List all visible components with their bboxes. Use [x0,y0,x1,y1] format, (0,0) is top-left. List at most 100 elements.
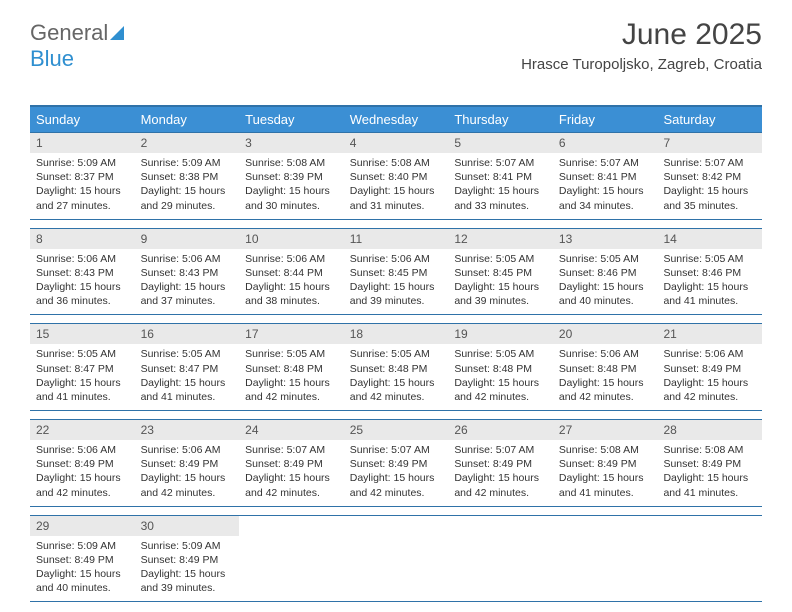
day-cell [344,516,449,602]
week-row: 8 Sunrise: 5:06 AMSunset: 8:43 PMDaylight… [30,228,762,316]
day-info: Sunrise: 5:05 AMSunset: 8:46 PMDaylight:… [559,252,652,309]
day-info: Sunrise: 5:09 AMSunset: 8:38 PMDaylight:… [141,156,234,213]
day-cell: 20 Sunrise: 5:06 AMSunset: 8:48 PMDayligh… [553,324,658,410]
day-info: Sunrise: 5:05 AMSunset: 8:48 PMDaylight:… [454,347,547,404]
day-info: Sunrise: 5:07 AMSunset: 8:42 PMDaylight:… [663,156,756,213]
weekday-saturday: Saturday [657,107,762,132]
day-number: 22 [30,420,135,440]
logo-triangle-icon [110,26,124,40]
day-info: Sunrise: 5:06 AMSunset: 8:48 PMDaylight:… [559,347,652,404]
day-info: Sunrise: 5:05 AMSunset: 8:45 PMDaylight:… [454,252,547,309]
day-number: 23 [135,420,240,440]
day-number: 14 [657,229,762,249]
day-cell: 8 Sunrise: 5:06 AMSunset: 8:43 PMDaylight… [30,229,135,315]
day-info: Sunrise: 5:06 AMSunset: 8:49 PMDaylight:… [663,347,756,404]
day-cell [239,516,344,602]
day-cell: 24 Sunrise: 5:07 AMSunset: 8:49 PMDayligh… [239,420,344,506]
day-cell: 30 Sunrise: 5:09 AMSunset: 8:49 PMDayligh… [135,516,240,602]
day-cell: 27 Sunrise: 5:08 AMSunset: 8:49 PMDayligh… [553,420,658,506]
day-info: Sunrise: 5:05 AMSunset: 8:48 PMDaylight:… [350,347,443,404]
day-number: 13 [553,229,658,249]
day-cell: 25Sunrise: 5:07 AMSunset: 8:49 PMDayligh… [344,420,449,506]
day-info: Sunrise: 5:06 AMSunset: 8:44 PMDaylight:… [245,252,338,309]
day-cell: 22 Sunrise: 5:06 AMSunset: 8:49 PMDayligh… [30,420,135,506]
day-cell: 4Sunrise: 5:08 AMSunset: 8:40 PMDaylight… [344,133,449,219]
day-number: 24 [239,420,344,440]
day-cell [448,516,553,602]
day-number: 3 [239,133,344,153]
day-cell [553,516,658,602]
day-cell: 16 Sunrise: 5:05 AMSunset: 8:47 PMDayligh… [135,324,240,410]
day-info: Sunrise: 5:05 AMSunset: 8:47 PMDaylight:… [141,347,234,404]
day-number: 28 [657,420,762,440]
week-row: 22 Sunrise: 5:06 AMSunset: 8:49 PMDayligh… [30,419,762,507]
week-row: 15Sunrise: 5:05 AMSunset: 8:47 PMDayligh… [30,323,762,411]
day-number: 30 [135,516,240,536]
day-cell: 13 Sunrise: 5:05 AMSunset: 8:46 PMDayligh… [553,229,658,315]
day-cell: 14 Sunrise: 5:05 AMSunset: 8:46 PMDayligh… [657,229,762,315]
day-info: Sunrise: 5:07 AMSunset: 8:41 PMDaylight:… [559,156,652,213]
day-cell: 3Sunrise: 5:08 AMSunset: 8:39 PMDaylight… [239,133,344,219]
day-cell: 11 Sunrise: 5:06 AMSunset: 8:45 PMDayligh… [344,229,449,315]
day-cell: 19 Sunrise: 5:05 AMSunset: 8:48 PMDayligh… [448,324,553,410]
day-info: Sunrise: 5:08 AMSunset: 8:49 PMDaylight:… [559,443,652,500]
day-info: Sunrise: 5:05 AMSunset: 8:46 PMDaylight:… [663,252,756,309]
weekday-tuesday: Tuesday [239,107,344,132]
weekday-header: SundayMondayTuesdayWednesdayThursdayFrid… [30,107,762,132]
day-number: 26 [448,420,553,440]
day-cell: 17 Sunrise: 5:05 AMSunset: 8:48 PMDayligh… [239,324,344,410]
day-info: Sunrise: 5:07 AMSunset: 8:49 PMDaylight:… [350,443,443,500]
weekday-monday: Monday [135,107,240,132]
day-cell: 2 Sunrise: 5:09 AMSunset: 8:38 PMDaylight… [135,133,240,219]
weekday-sunday: Sunday [30,107,135,132]
day-cell: 21 Sunrise: 5:06 AMSunset: 8:49 PMDayligh… [657,324,762,410]
day-cell: 6Sunrise: 5:07 AMSunset: 8:41 PMDaylight… [553,133,658,219]
day-number: 2 [135,133,240,153]
day-number: 12 [448,229,553,249]
day-number: 8 [30,229,135,249]
day-info: Sunrise: 5:06 AMSunset: 8:45 PMDaylight:… [350,252,443,309]
day-cell: 1 Sunrise: 5:09 AMSunset: 8:37 PMDaylight… [30,133,135,219]
weekday-friday: Friday [553,107,658,132]
location: Hrasce Turopoljsko, Zagreb, Croatia [521,56,762,73]
day-number: 5 [448,133,553,153]
day-info: Sunrise: 5:09 AMSunset: 8:37 PMDaylight:… [36,156,129,213]
day-cell: 26 Sunrise: 5:07 AMSunset: 8:49 PMDayligh… [448,420,553,506]
day-cell: 29 Sunrise: 5:09 AMSunset: 8:49 PMDayligh… [30,516,135,602]
day-info: Sunrise: 5:05 AMSunset: 8:47 PMDaylight:… [36,347,129,404]
day-number: 10 [239,229,344,249]
day-number: 16 [135,324,240,344]
day-number: 7 [657,133,762,153]
day-cell [657,516,762,602]
day-info: Sunrise: 5:06 AMSunset: 8:49 PMDaylight:… [36,443,129,500]
day-number: 4 [344,133,449,153]
day-number: 1 [30,133,135,153]
week-row: 1 Sunrise: 5:09 AMSunset: 8:37 PMDaylight… [30,132,762,220]
day-number: 11 [344,229,449,249]
day-cell: 28Sunrise: 5:08 AMSunset: 8:49 PMDayligh… [657,420,762,506]
weekday-wednesday: Wednesday [344,107,449,132]
day-cell: 15Sunrise: 5:05 AMSunset: 8:47 PMDayligh… [30,324,135,410]
day-info: Sunrise: 5:07 AMSunset: 8:49 PMDaylight:… [454,443,547,500]
day-cell: 5Sunrise: 5:07 AMSunset: 8:41 PMDaylight… [448,133,553,219]
day-number: 20 [553,324,658,344]
day-number: 17 [239,324,344,344]
day-number: 19 [448,324,553,344]
day-info: Sunrise: 5:09 AMSunset: 8:49 PMDaylight:… [141,539,234,596]
day-number: 29 [30,516,135,536]
logo-word1: General [30,20,108,45]
day-cell: 10 Sunrise: 5:06 AMSunset: 8:44 PMDayligh… [239,229,344,315]
day-number: 27 [553,420,658,440]
day-cell: 18 Sunrise: 5:05 AMSunset: 8:48 PMDayligh… [344,324,449,410]
day-info: Sunrise: 5:09 AMSunset: 8:49 PMDaylight:… [36,539,129,596]
day-cell: 9Sunrise: 5:06 AMSunset: 8:43 PMDaylight… [135,229,240,315]
day-info: Sunrise: 5:07 AMSunset: 8:49 PMDaylight:… [245,443,338,500]
day-number: 18 [344,324,449,344]
day-cell: 23Sunrise: 5:06 AMSunset: 8:49 PMDayligh… [135,420,240,506]
day-info: Sunrise: 5:05 AMSunset: 8:48 PMDaylight:… [245,347,338,404]
day-number: 9 [135,229,240,249]
day-info: Sunrise: 5:06 AMSunset: 8:43 PMDaylight:… [36,252,129,309]
day-number: 21 [657,324,762,344]
day-cell: 12 Sunrise: 5:05 AMSunset: 8:45 PMDayligh… [448,229,553,315]
day-cell: 7 Sunrise: 5:07 AMSunset: 8:42 PMDaylight… [657,133,762,219]
